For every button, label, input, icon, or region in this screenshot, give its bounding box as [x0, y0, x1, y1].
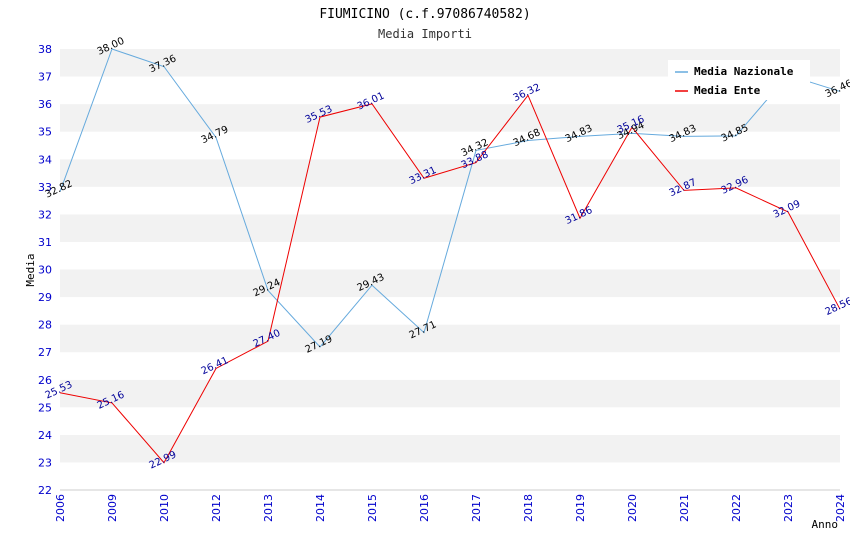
series-lines	[59, 48, 841, 464]
x-tick-label: 2014	[314, 494, 327, 522]
grid-band	[60, 241, 840, 270]
series-line-media-nazionale	[59, 48, 841, 348]
y-tick-label: 26	[38, 374, 52, 387]
legend-label-media-nazionale: Media Nazionale	[694, 65, 794, 78]
grid-band	[60, 434, 840, 463]
grid-band	[60, 324, 840, 353]
x-axis-title: Anno	[812, 518, 839, 531]
y-tick-label: 34	[38, 153, 52, 166]
y-tick-label: 24	[38, 429, 52, 442]
y-tick-label: 35	[38, 126, 52, 139]
x-tick-label: 2009	[106, 494, 119, 522]
x-tick-label: 2010	[158, 494, 171, 522]
grid-band	[60, 269, 840, 298]
grid-band	[60, 214, 840, 242]
y-tick-label: 32	[38, 208, 52, 221]
y-tick-label: 30	[38, 264, 52, 277]
x-tick-label: 2013	[262, 494, 275, 522]
x-tick-label: 2006	[54, 494, 67, 522]
chart-subtitle: Media Importi	[378, 27, 472, 41]
legend: Media Nazionale Media Ente	[668, 60, 810, 100]
y-tick-label: 22	[38, 484, 52, 497]
legend-label-media-ente: Media Ente	[694, 84, 761, 97]
grid-band	[60, 407, 840, 435]
y-tick-label: 31	[38, 236, 52, 249]
legend-box	[668, 60, 810, 100]
x-tick-label: 2024	[834, 494, 847, 522]
grid-band	[60, 159, 840, 187]
y-tick-label: 27	[38, 346, 52, 359]
y-tick-label: 29	[38, 291, 52, 304]
x-tick-label: 2020	[626, 494, 639, 522]
grid-band	[60, 104, 840, 132]
y-tick-label: 23	[38, 456, 52, 469]
x-tick-label: 2016	[418, 494, 431, 522]
x-tick-label: 2022	[730, 494, 743, 522]
y-tick-label: 28	[38, 319, 52, 332]
x-tick-label: 2023	[782, 494, 795, 522]
y-axis-title: Media	[24, 253, 37, 286]
grid-band	[60, 186, 840, 215]
grid-band	[60, 462, 840, 490]
x-tick-label: 2019	[574, 494, 587, 522]
chart-title: FIUMICINO (c.f.97086740582)	[319, 7, 530, 22]
grid-band	[60, 352, 840, 380]
x-tick-label: 2017	[470, 494, 483, 522]
grid-bands	[60, 49, 840, 490]
x-tick-label: 2015	[366, 494, 379, 522]
y-tick-label: 25	[38, 401, 52, 414]
y-tick-label: 36	[38, 98, 52, 111]
x-axis-ticks: 2006 2009 2010 2012 2013 2014 2015 2016 2017 2018…	[54, 494, 847, 522]
grid-band	[60, 379, 840, 408]
y-axis-ticks: 22 23 24 25 26 27 28 29 30 31 32 33 34 35 36 37 38	[38, 43, 52, 497]
y-tick-label: 37	[38, 71, 52, 84]
x-tick-label: 2018	[522, 494, 535, 522]
y-tick-label: 38	[38, 43, 52, 56]
y-tick-label: 33	[38, 181, 52, 194]
grid-band	[60, 297, 840, 325]
x-tick-label: 2021	[678, 494, 691, 522]
x-tick-label: 2012	[210, 494, 223, 522]
series-line-media-ente	[59, 94, 841, 464]
